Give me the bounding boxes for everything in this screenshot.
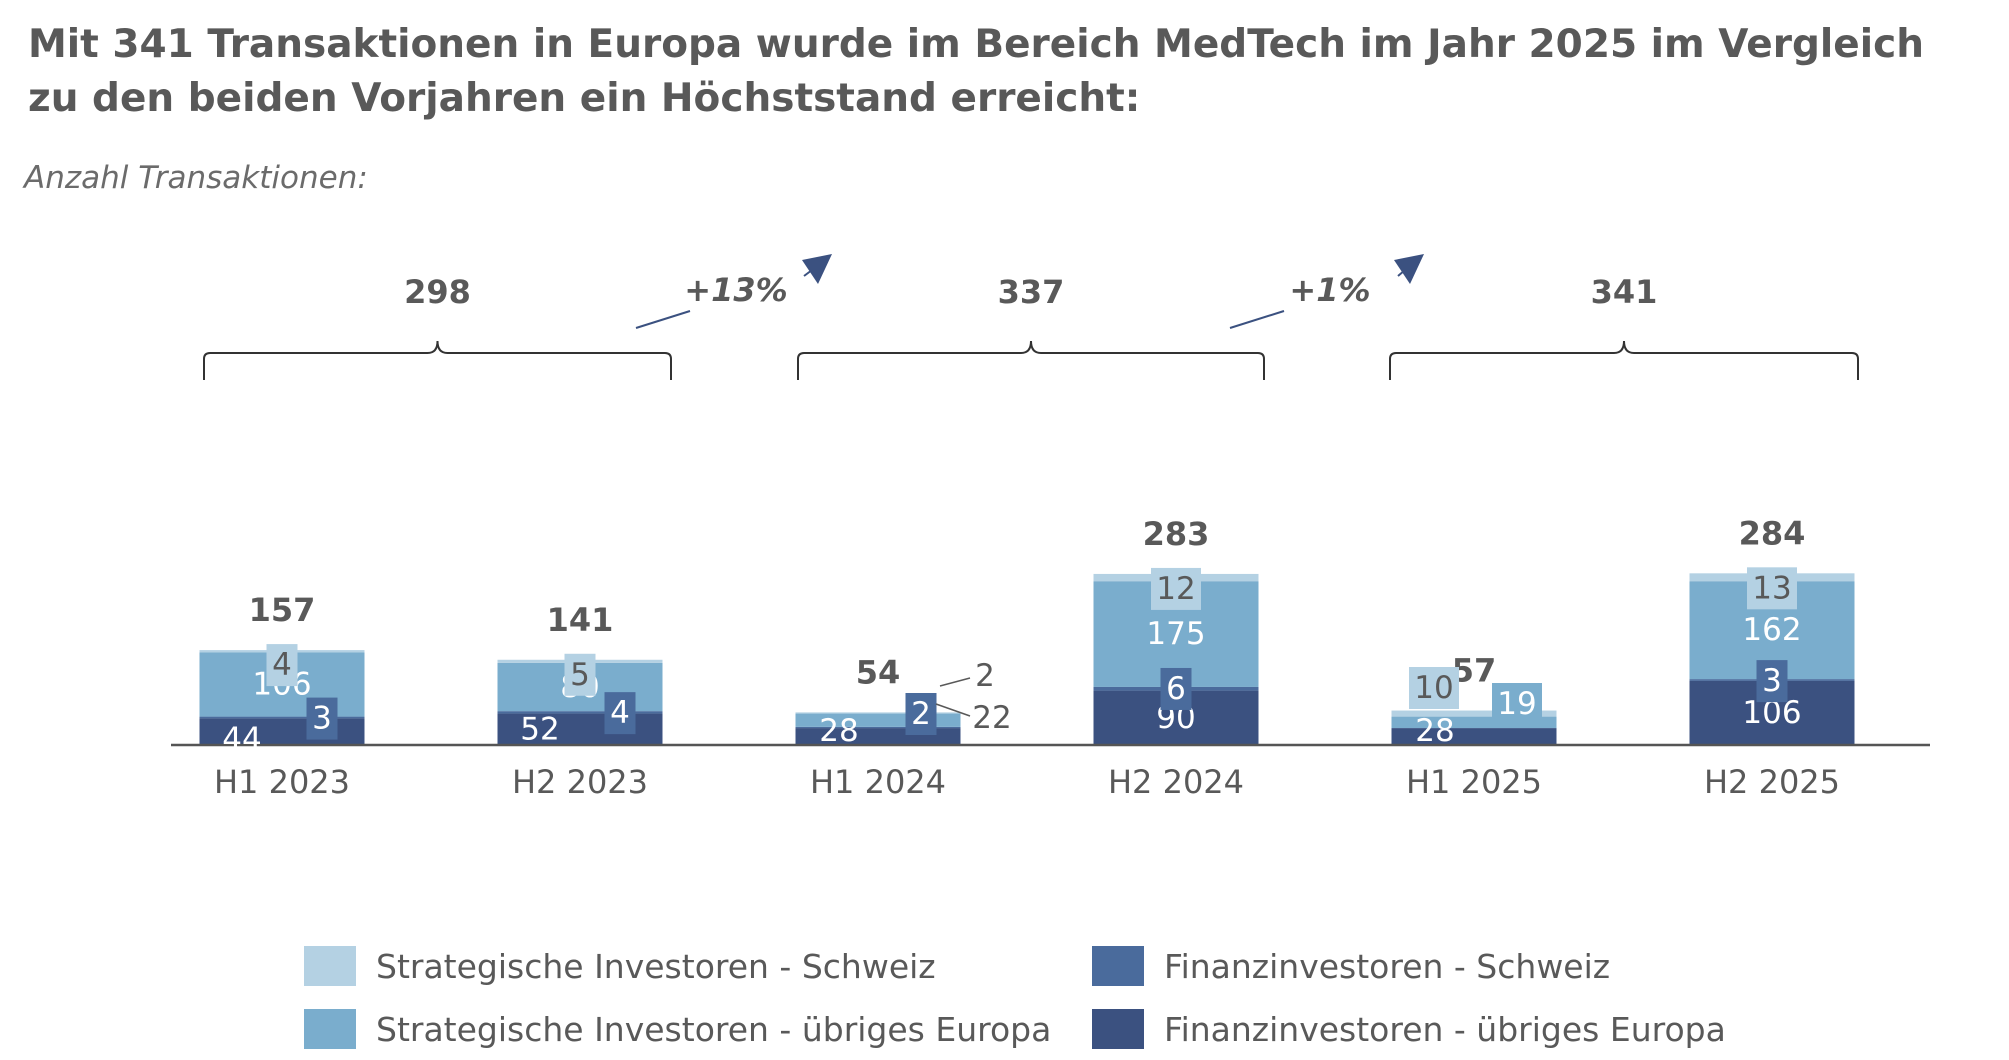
leader-line (939, 677, 971, 687)
data-label-strategic-switzerland-box (1747, 567, 1797, 610)
growth-label: +1% (1289, 271, 1370, 309)
bar-segment-strategic-switzerland (795, 712, 961, 714)
data-label-strategic-switzerland: 4 (272, 647, 292, 683)
bar-total-label: 57 (1452, 652, 1497, 690)
year-bracket (203, 340, 672, 380)
chart-subtitle: Anzahl Transaktionen: (24, 160, 368, 196)
x-tick-label: H2 2024 (1108, 763, 1244, 801)
bar-total-label: 141 (547, 601, 614, 639)
bar-segment-financial-switzerland (795, 726, 961, 729)
data-label-financial-switzerland-box (604, 692, 636, 735)
data-label-strategic-europe: 175 (1146, 616, 1205, 652)
bar-segment-strategic-europe (1391, 716, 1557, 729)
leader-line (935, 703, 971, 717)
bar-total-label: 157 (249, 591, 316, 629)
data-label-strategic-europe: 162 (1742, 612, 1801, 648)
data-label-financial-europe: 28 (819, 713, 858, 749)
data-label-financial-switzerland: 2 (911, 696, 931, 732)
data-label-financial-switzerland: 4 (610, 695, 630, 731)
bar-total-label: 283 (1143, 515, 1210, 553)
data-label-strategic-europe-box (1492, 683, 1542, 725)
annual-total-label: 298 (404, 273, 471, 311)
data-label-financial-switzerland-box (905, 693, 937, 735)
data-label-financial-switzerland-box (1160, 667, 1192, 710)
data-label-strategic-switzerland-box (564, 653, 596, 696)
data-label-strategic-switzerland: 2 (975, 658, 995, 694)
data-label-financial-switzerland: 6 (1166, 671, 1186, 707)
bar-segment-financial-europe (1391, 728, 1557, 745)
bar-segment-strategic-switzerland (1391, 710, 1557, 717)
data-label-financial-switzerland-box (306, 697, 338, 740)
data-label-strategic-switzerland-box (1151, 567, 1201, 610)
data-label-strategic-switzerland: 10 (1414, 670, 1453, 706)
growth-arrow-line (1229, 310, 1285, 329)
bar-total-label: 284 (1739, 514, 1806, 552)
growth-arrow-head (802, 254, 832, 284)
data-label-strategic-europe: 22 (972, 700, 1011, 736)
annual-total-label: 337 (998, 273, 1065, 311)
growth-arrow-head (1394, 254, 1424, 284)
year-bracket (797, 340, 1265, 380)
data-label-strategic-europe: 19 (1497, 686, 1536, 722)
bar-segment-financial-switzerland (497, 711, 663, 714)
data-label-financial-switzerland-box (1756, 660, 1788, 703)
data-label-financial-switzerland: 3 (1762, 663, 1782, 699)
data-label-financial-europe: 52 (520, 711, 559, 747)
x-tick-label: H2 2023 (512, 763, 648, 801)
data-label-strategic-switzerland: 13 (1752, 570, 1791, 606)
x-tick-label: H1 2025 (1406, 763, 1542, 801)
data-label-financial-europe: 44 (222, 722, 261, 758)
year-bracket (1389, 340, 1859, 380)
data-label-strategic-switzerland-box (1409, 667, 1459, 709)
annual-total-label: 341 (1591, 273, 1658, 311)
chart-title: Mit 341 Transaktionen in Europa wurde im… (28, 22, 1924, 121)
growth-arrow-line (635, 310, 691, 329)
data-label-strategic-switzerland-box (266, 644, 298, 687)
data-label-strategic-switzerland: 12 (1156, 571, 1195, 607)
x-tick-label: H2 2025 (1704, 763, 1840, 801)
x-tick-label: H1 2024 (810, 763, 946, 801)
data-label-financial-europe: 28 (1415, 713, 1454, 749)
growth-label: +13% (684, 271, 787, 309)
x-tick-label: H1 2023 (214, 763, 350, 801)
data-label-financial-switzerland: 3 (312, 701, 332, 737)
data-label-strategic-switzerland: 5 (570, 657, 590, 693)
bar-total-label: 54 (856, 653, 901, 691)
bar-segment-financial-switzerland (199, 716, 365, 719)
